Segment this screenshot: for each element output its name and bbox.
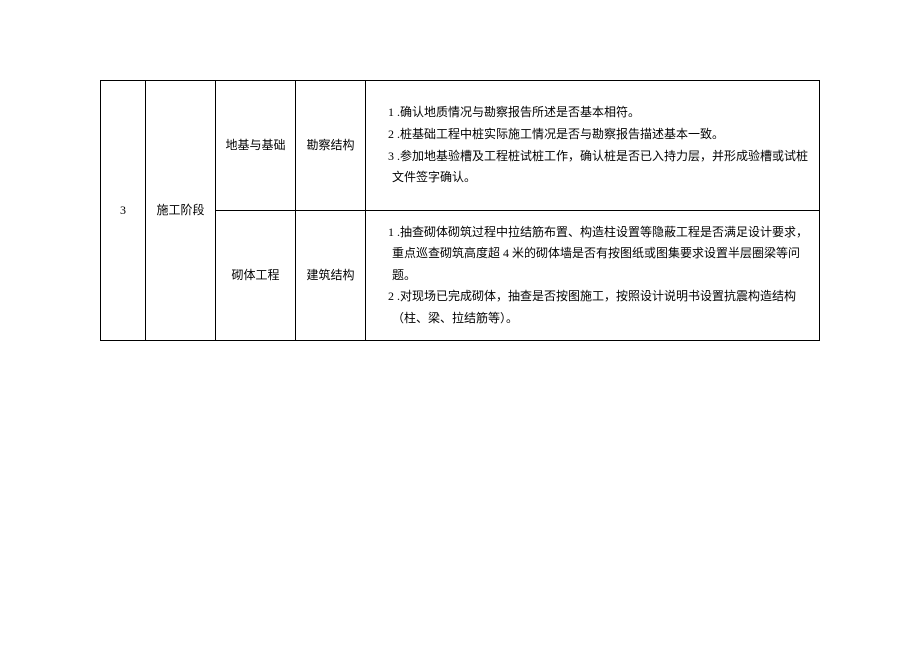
cell-phase: 施工阶段 (146, 81, 216, 341)
cell-sub1-r0: 地基与基础 (216, 81, 296, 211)
cell-row-number: 3 (101, 81, 146, 341)
desc-item: 1 .抽查砌体砌筑过程中拉结筋布置、构造柱设置等隐蔽工程是否满足设计要求，重点巡… (376, 222, 809, 287)
cell-sub1-r1: 砌体工程 (216, 211, 296, 341)
desc-item: 1 .确认地质情况与勘察报告所述是否基本相符。 (376, 102, 809, 124)
desc-item: 2 .桩基础工程中桩实际施工情况是否与勘察报告描述基本一致。 (376, 124, 809, 146)
document-table: 3 施工阶段 地基与基础 勘察结构 1 .确认地质情况与勘察报告所述是否基本相符… (100, 80, 820, 341)
cell-sub2-r0: 勘察结构 (296, 81, 366, 211)
cell-desc-r1: 1 .抽查砌体砌筑过程中拉结筋布置、构造柱设置等隐蔽工程是否满足设计要求，重点巡… (366, 211, 820, 341)
cell-sub2-r1: 建筑结构 (296, 211, 366, 341)
cell-desc-r0: 1 .确认地质情况与勘察报告所述是否基本相符。 2 .桩基础工程中桩实际施工情况… (366, 81, 820, 211)
desc-item: 3 .参加地基验槽及工程桩试桩工作，确认桩是否已入持力层，并形成验槽或试桩文件签… (376, 146, 809, 189)
desc-item: 2 .对现场已完成砌体，抽查是否按图施工，按照设计说明书设置抗震构造结构（柱、梁… (376, 286, 809, 329)
